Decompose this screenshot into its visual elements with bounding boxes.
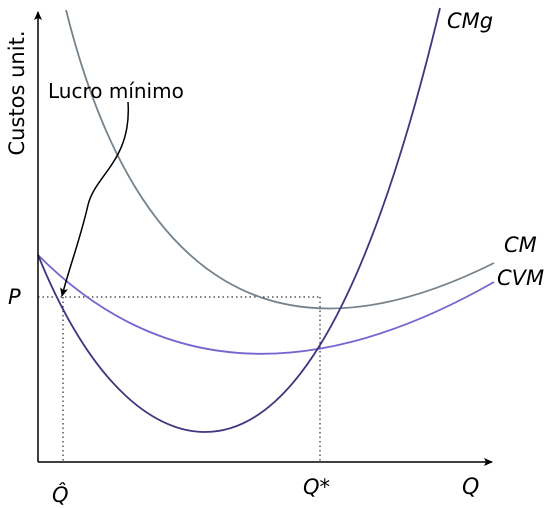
cmg-label: CMg	[447, 9, 493, 33]
annotation-label: Lucro mínimo	[48, 79, 184, 103]
cm-label: CM	[504, 233, 537, 257]
price-label: P	[8, 285, 21, 309]
q-star-label: Q*	[303, 475, 330, 499]
q-hat-label: Q̂	[52, 482, 69, 507]
cmg-curve	[37, 7, 441, 433]
cvm-curve	[37, 254, 495, 355]
annotation-arrow	[60, 101, 129, 297]
x-axis-label: Q	[462, 475, 479, 500]
y-axis-label: Custos unit.	[5, 31, 29, 156]
cm-curve	[65, 9, 495, 310]
cvm-label: CVM	[497, 266, 544, 290]
